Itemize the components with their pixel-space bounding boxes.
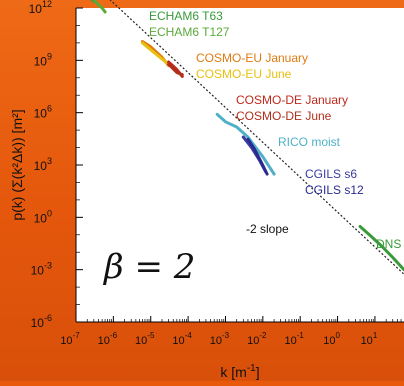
series-name-8: CGILS s12 xyxy=(305,183,364,197)
series-name-3: COSMO-EU June xyxy=(196,67,292,81)
x-tick-label: 10-6 xyxy=(98,331,118,347)
series-name-9: DNS xyxy=(376,237,401,251)
series-line-9 xyxy=(358,225,404,272)
reference-slope-label: -2 slope xyxy=(246,222,289,236)
series-line-0 xyxy=(90,0,96,3)
x-tick-label: 10-1 xyxy=(285,331,305,347)
x-tick-label: 10-3 xyxy=(210,331,230,347)
x-tick-label: 101 xyxy=(361,331,378,347)
series-name-6: RICO moist xyxy=(278,135,341,149)
chart-marks xyxy=(90,0,404,275)
y-tick-label: 1012 xyxy=(29,0,52,16)
series-name-0: ECHAM6 T63 xyxy=(149,9,223,23)
series-name-7: CGILS s6 xyxy=(305,167,357,181)
series-line-5 xyxy=(167,62,184,77)
series-line-1 xyxy=(92,0,107,14)
x-tick-label: 10-7 xyxy=(60,331,80,347)
series-line-8 xyxy=(246,137,269,176)
series-name-4: COSMO-DE January xyxy=(236,93,348,107)
series-line-3 xyxy=(140,41,171,66)
series-name-5: COSMO-DE June xyxy=(236,109,332,123)
beta-annotation: β = 2 xyxy=(102,247,195,287)
series-name-2: COSMO-EU January xyxy=(196,51,308,65)
x-tick-label: 10-5 xyxy=(135,331,155,347)
x-tick-label: 100 xyxy=(323,331,340,347)
y-tick-label: 10-3 xyxy=(31,261,52,278)
x-tick-label: 10-4 xyxy=(172,331,192,347)
series-line-6 xyxy=(215,112,276,176)
y-tick-label: 109 xyxy=(34,51,52,68)
y-tick-label: 103 xyxy=(34,156,52,173)
x-axis-label: k [m-1] xyxy=(220,363,259,380)
axes xyxy=(75,7,404,323)
y-axis-label: p(k) (Σ(k²Δk)) [m²] xyxy=(9,109,25,220)
y-tick-label: 106 xyxy=(34,104,52,121)
plot-area xyxy=(76,8,404,322)
y-tick-label: 10-6 xyxy=(31,313,52,330)
reference-slope-line xyxy=(109,0,404,275)
y-tick-label: 100 xyxy=(34,208,52,225)
x-tick-label: 10-2 xyxy=(247,331,267,347)
series-name-1: ECHAM6 T127 xyxy=(149,25,230,39)
